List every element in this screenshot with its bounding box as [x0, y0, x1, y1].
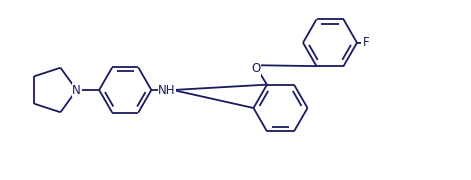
Text: NH: NH — [158, 84, 176, 96]
Text: O: O — [251, 62, 260, 75]
Text: N: N — [72, 84, 81, 96]
Text: F: F — [362, 36, 369, 49]
